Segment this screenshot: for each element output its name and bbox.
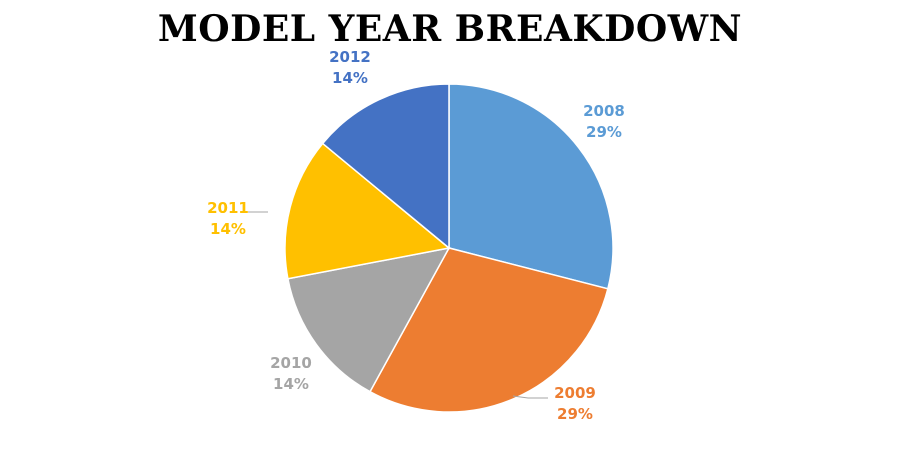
chart-title: MODEL YEAR BREAKDOWN [157,8,743,50]
pie-slice-2012 [321,83,450,250]
pie-slice-2009 [368,247,609,413]
leader-line-2009 [512,395,548,399]
leader-lines [248,211,548,399]
pie-slice-2011 [284,142,451,280]
slice-label-2010: 2010 [270,354,312,372]
pie-slice-2010 [287,246,451,393]
slice-percent-2010: 14% [273,375,309,393]
slice-percent-2009: 29% [557,405,593,423]
slice-label-2012: 2012 [329,48,371,66]
slice-label-2011: 2011 [207,199,249,217]
pie-slices [284,83,614,413]
slice-label-2008: 2008 [583,102,625,120]
slice-label-2009: 2009 [554,384,596,402]
slice-percent-2012: 14% [332,69,368,87]
slice-percent-2008: 29% [586,123,622,141]
slice-percent-2011: 14% [210,220,246,238]
pie-slice-2008 [448,83,614,290]
slice-labels: 2008 29% 2009 29% 2010 14% 2011 14% 2012 14% [207,48,625,423]
